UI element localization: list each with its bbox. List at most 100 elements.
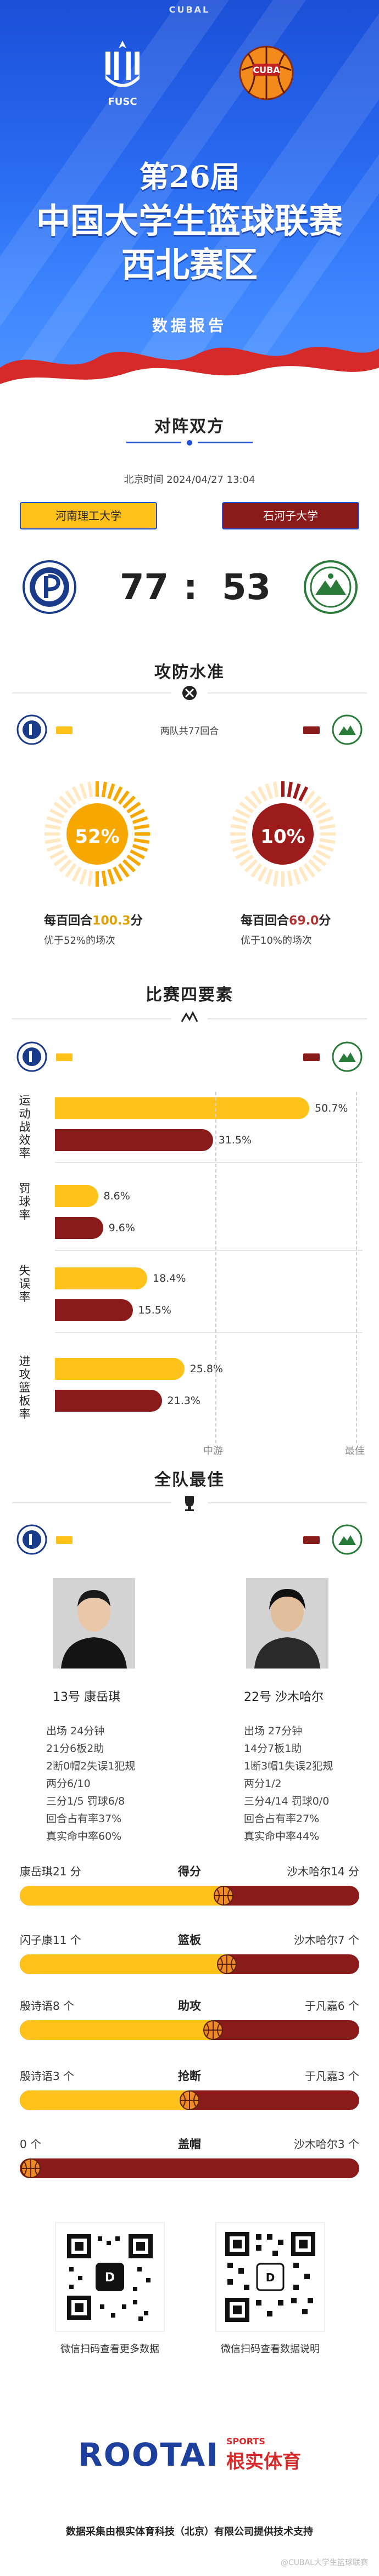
gauge-tick [65, 790, 77, 805]
match-time: 北京时间 2024/04/27 13:04 [124, 474, 255, 486]
gauge-tick [132, 844, 148, 852]
player-stat-line: 14分7板1助 [244, 1743, 302, 1755]
basketball-icon [213, 1886, 233, 1906]
gauge-tick [132, 816, 148, 824]
away-better-than: 优于10%的场次 [241, 935, 313, 946]
footer-credit: 数据采集由根实体育科技（北京）有限公司提供技术支持 [66, 2526, 313, 2538]
away-player-photo [246, 1578, 328, 1669]
possessions-note: 两队共77回合 [160, 726, 219, 737]
home-score: 77 [120, 567, 169, 608]
home-player-name: 13号 康岳琪 [53, 1690, 120, 1704]
gauge-tick [265, 783, 273, 799]
away-factor-value: 31.5% [218, 1134, 252, 1146]
fusc-logo: FUSC [98, 38, 147, 110]
red-splash-decoration [0, 347, 379, 395]
fusc-emblem-icon [105, 41, 140, 87]
qr-code-data-explanation[interactable]: D [215, 2222, 325, 2332]
gauge-tick [230, 824, 247, 830]
home-factor-bar [55, 1267, 148, 1289]
compare-stat-name: 得分 [178, 1865, 201, 1878]
home-gauge-label: 52% [75, 826, 120, 848]
bp-away-mini-logo-icon [332, 1524, 363, 1555]
gauge-tick [87, 870, 93, 887]
compare-split-bar [20, 2090, 359, 2110]
away-factor-bar [55, 1129, 213, 1151]
compare-right-label: 于凡嘉3 个 [304, 2070, 359, 2083]
hero-banner: CUBAL FUSC CUBA 第26届 中国大学生篮球联赛 西北赛区 数据报告 [0, 0, 379, 395]
basketball-icon [180, 2090, 199, 2110]
away-per100-value: 69.0 [289, 914, 319, 928]
gauge-tick [53, 854, 68, 866]
gauge-tick [315, 808, 331, 819]
gauge-tick [79, 783, 87, 799]
qr-code-more-data[interactable]: D [55, 2222, 165, 2332]
basketball-icon [21, 2158, 41, 2178]
gauge-tick [49, 849, 65, 860]
bp-divider-right [208, 1502, 367, 1503]
gauge-tick [122, 859, 136, 873]
factor-label: 进攻篮板率 [19, 1355, 31, 1421]
compare-home-fill [20, 2020, 214, 2040]
compare-split-bar [20, 2020, 359, 2040]
gauge-tick [232, 844, 248, 852]
away-factor-value: 9.6% [108, 1222, 135, 1234]
gauge-tick [235, 849, 250, 860]
league-title: 中国大学生篮球联赛 [36, 201, 343, 241]
compare-left-label: 0 个 [20, 2138, 42, 2151]
gauge-tick [235, 808, 250, 819]
qr-right-note: 微信扫码查看数据说明 [221, 2343, 320, 2355]
away-factor-value: 21.3% [167, 1395, 200, 1407]
home-factor-value: 50.7% [315, 1102, 348, 1114]
factor-label: 失误率 [19, 1264, 31, 1304]
gauge-tick [293, 783, 301, 799]
home-factor-bar [55, 1097, 310, 1119]
gauge-tick [101, 781, 107, 798]
away-score: 53 [222, 567, 271, 608]
ff-best-line [356, 1092, 357, 1443]
basketball-icon [216, 1954, 237, 1974]
weibo-watermark: @CUBAL大学生篮球联赛 [280, 2558, 368, 2567]
compare-left-label: 康岳琪21 分 [20, 1865, 81, 1878]
gauge-tick [312, 802, 327, 814]
divider-right [208, 692, 367, 694]
rootai-cn-label: 根实体育 [226, 2451, 301, 2473]
cuba-logo-text: CUBA [253, 65, 280, 75]
factor-label: 运动战效率 [19, 1094, 31, 1160]
brand-top-text: CUBAL [169, 4, 210, 15]
gauge-tick [319, 824, 336, 830]
gauge-tick [303, 790, 315, 805]
gauge-tick [44, 824, 61, 830]
gauge-tick [317, 816, 334, 824]
home-team-name: 河南理工大学 [20, 502, 157, 529]
person-avatar-icon [53, 1578, 135, 1669]
factor-label: 罚球率 [19, 1182, 31, 1221]
player-stat-line: 两分6/10 [46, 1778, 91, 1790]
gauge-tick [257, 786, 267, 802]
ff-away-swatch [303, 1053, 320, 1061]
matchup-section-title: 对阵双方 [154, 417, 225, 436]
ff-divider-left [12, 1018, 171, 1019]
gauge-tick [257, 866, 267, 882]
gauge-tick [118, 863, 130, 878]
factor-separator [55, 1332, 363, 1333]
player-stat-line: 21分6板2助 [46, 1743, 104, 1755]
away-mini-logo-icon [332, 714, 363, 745]
away-percentile-gauge [230, 781, 336, 887]
ff-axis-top: 最佳 [345, 1445, 365, 1457]
gauge-tick [133, 838, 150, 844]
basketball-icon [203, 2020, 224, 2040]
rootai-logo: ROOTAI SPORTS 根实体育 [0, 2436, 379, 2473]
bp-divider-left [12, 1502, 171, 1503]
ff-away-mini-logo-icon [332, 1041, 363, 1072]
ff-axis-mid: 中游 [203, 1445, 223, 1457]
gauge-tick [303, 863, 315, 878]
home-factor-bar [55, 1358, 185, 1380]
gauge-tick [244, 859, 258, 873]
gauge-tick [44, 838, 61, 844]
away-gauge-label: 10% [260, 826, 305, 848]
compare-left-label: 殷诗语3 个 [20, 2070, 75, 2083]
gauge-tick [65, 863, 77, 878]
home-per100-value: 100.3 [92, 914, 131, 928]
gauge-tick [230, 838, 247, 844]
ff-median-line [215, 1092, 216, 1443]
